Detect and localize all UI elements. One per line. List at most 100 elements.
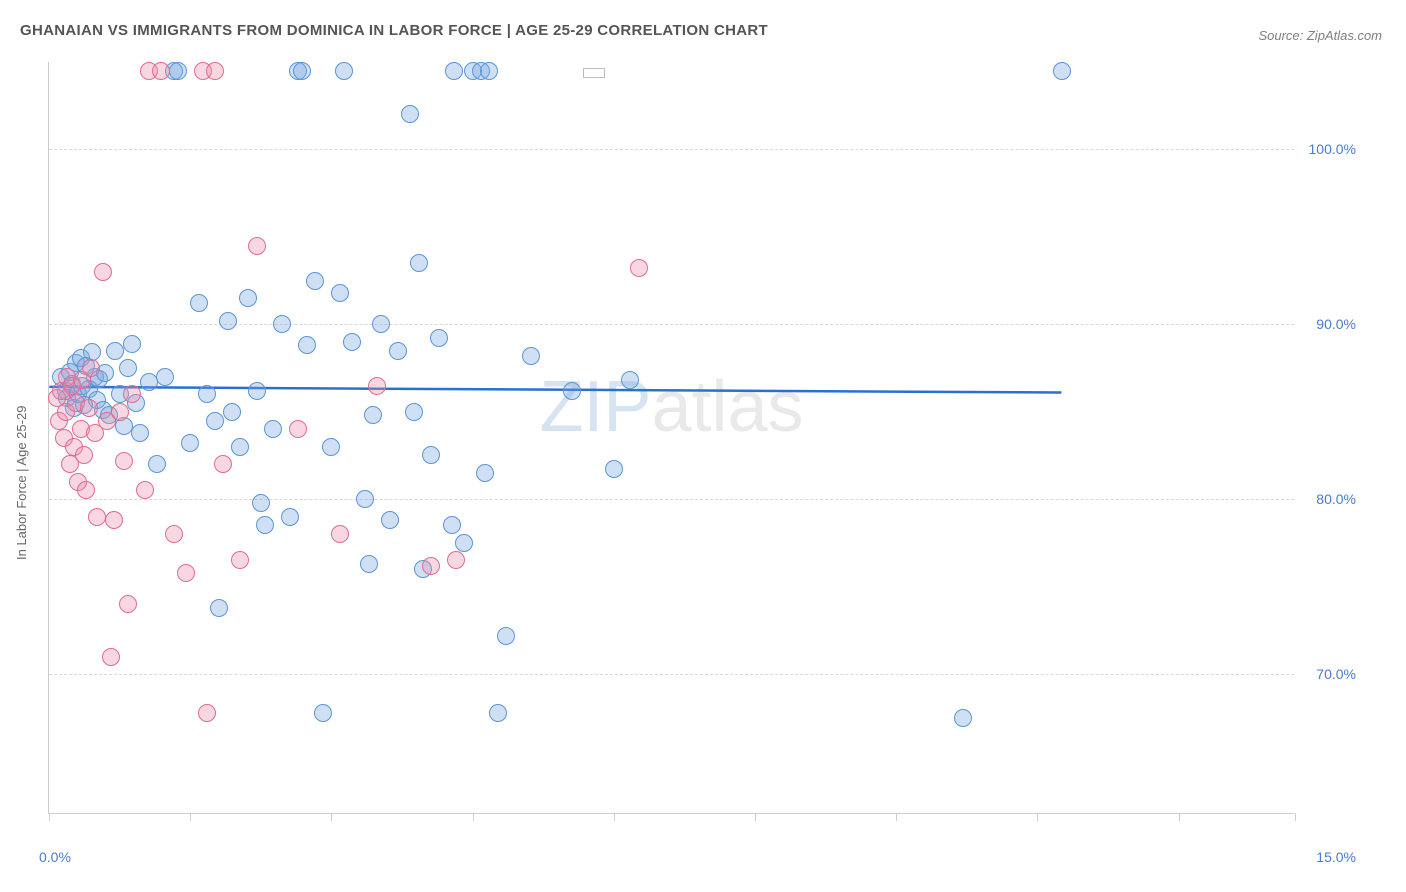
data-point bbox=[80, 399, 98, 417]
data-point bbox=[248, 382, 266, 400]
x-tick bbox=[896, 813, 897, 821]
y-tick-label: 100.0% bbox=[1309, 141, 1356, 157]
data-point bbox=[443, 516, 461, 534]
y-tick-label: 70.0% bbox=[1316, 666, 1356, 682]
data-point bbox=[123, 335, 141, 353]
data-point bbox=[381, 511, 399, 529]
data-point bbox=[630, 259, 648, 277]
data-point bbox=[119, 595, 137, 613]
data-point bbox=[140, 373, 158, 391]
data-point bbox=[430, 329, 448, 347]
data-point bbox=[177, 564, 195, 582]
x-tick bbox=[190, 813, 191, 821]
data-point bbox=[75, 446, 93, 464]
data-point bbox=[335, 62, 353, 80]
data-point bbox=[156, 368, 174, 386]
gridline bbox=[49, 499, 1294, 500]
data-point bbox=[256, 516, 274, 534]
x-tick bbox=[614, 813, 615, 821]
data-point bbox=[401, 105, 419, 123]
data-point bbox=[331, 525, 349, 543]
data-point bbox=[206, 62, 224, 80]
stats-legend bbox=[583, 68, 605, 78]
data-point bbox=[489, 704, 507, 722]
data-point bbox=[248, 237, 266, 255]
plot-area: ZIPatlas 0.0% 15.0% 70.0%80.0%90.0%100.0… bbox=[48, 62, 1294, 814]
data-point bbox=[123, 385, 141, 403]
chart-title: GHANAIAN VS IMMIGRANTS FROM DOMINICA IN … bbox=[20, 22, 768, 39]
data-point bbox=[360, 555, 378, 573]
data-point bbox=[165, 525, 183, 543]
data-point bbox=[148, 455, 166, 473]
data-point bbox=[273, 315, 291, 333]
data-point bbox=[264, 420, 282, 438]
data-point bbox=[131, 424, 149, 442]
data-point bbox=[219, 312, 237, 330]
x-tick bbox=[331, 813, 332, 821]
y-axis-label: In Labor Force | Age 25-29 bbox=[14, 406, 29, 560]
x-tick bbox=[1179, 813, 1180, 821]
data-point bbox=[356, 490, 374, 508]
y-tick-label: 90.0% bbox=[1316, 316, 1356, 332]
data-point bbox=[281, 508, 299, 526]
data-point bbox=[314, 704, 332, 722]
data-point bbox=[389, 342, 407, 360]
data-point bbox=[206, 412, 224, 430]
data-point bbox=[289, 420, 307, 438]
data-point bbox=[497, 627, 515, 645]
x-tick bbox=[49, 813, 50, 821]
data-point bbox=[476, 464, 494, 482]
data-point bbox=[102, 648, 120, 666]
watermark-atlas: atlas bbox=[651, 367, 803, 447]
data-point bbox=[1053, 62, 1071, 80]
x-tick bbox=[1037, 813, 1038, 821]
data-point bbox=[231, 551, 249, 569]
data-point bbox=[111, 403, 129, 421]
data-point bbox=[445, 62, 463, 80]
data-point bbox=[105, 511, 123, 529]
data-point bbox=[169, 62, 187, 80]
data-point bbox=[198, 385, 216, 403]
data-point bbox=[214, 455, 232, 473]
data-point bbox=[372, 315, 390, 333]
data-point bbox=[190, 294, 208, 312]
x-tick bbox=[755, 813, 756, 821]
data-point bbox=[94, 263, 112, 281]
data-point bbox=[522, 347, 540, 365]
data-point bbox=[447, 551, 465, 569]
data-point bbox=[252, 494, 270, 512]
source-attribution: Source: ZipAtlas.com bbox=[1258, 28, 1382, 43]
data-point bbox=[293, 62, 311, 80]
data-point bbox=[106, 342, 124, 360]
data-point bbox=[82, 359, 100, 377]
data-point bbox=[223, 403, 241, 421]
data-point bbox=[231, 438, 249, 456]
data-point bbox=[210, 599, 228, 617]
data-point bbox=[77, 481, 95, 499]
x-tick-label-min: 0.0% bbox=[39, 849, 71, 865]
data-point bbox=[115, 452, 133, 470]
data-point bbox=[322, 438, 340, 456]
data-point bbox=[410, 254, 428, 272]
data-point bbox=[343, 333, 361, 351]
gridline bbox=[49, 674, 1294, 675]
data-point bbox=[152, 62, 170, 80]
data-point bbox=[605, 460, 623, 478]
data-point bbox=[239, 289, 257, 307]
data-point bbox=[298, 336, 316, 354]
gridline bbox=[49, 149, 1294, 150]
watermark: ZIPatlas bbox=[539, 366, 803, 448]
data-point bbox=[181, 434, 199, 452]
x-tick-label-max: 15.0% bbox=[1316, 849, 1356, 865]
data-point bbox=[136, 481, 154, 499]
data-point bbox=[954, 709, 972, 727]
x-tick bbox=[1295, 813, 1296, 821]
data-point bbox=[88, 508, 106, 526]
data-point bbox=[422, 557, 440, 575]
x-tick bbox=[473, 813, 474, 821]
data-point bbox=[422, 446, 440, 464]
data-point bbox=[364, 406, 382, 424]
data-point bbox=[455, 534, 473, 552]
data-point bbox=[119, 359, 137, 377]
data-point bbox=[480, 62, 498, 80]
